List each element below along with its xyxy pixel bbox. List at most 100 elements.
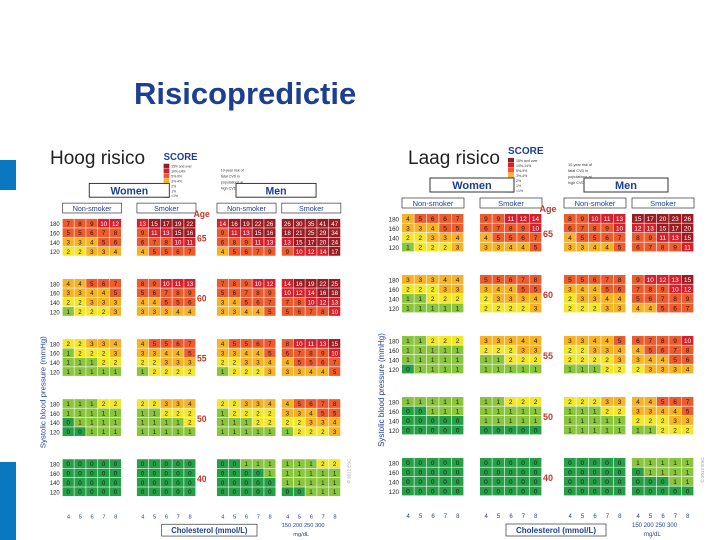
risk-cell: [216, 408, 229, 418]
risk-cell: [240, 399, 252, 408]
risk-value: 1: [593, 418, 597, 425]
risk-value: 4: [221, 341, 225, 348]
risk-value: 5: [593, 235, 597, 242]
risk-value: 1: [418, 348, 422, 355]
risk-value: 1: [593, 367, 597, 374]
risk-cell: [402, 233, 414, 242]
risk-cell: [480, 284, 492, 294]
risk-cell: [681, 458, 694, 467]
risk-cell: [681, 345, 694, 355]
legend-note: high CVD risk: [568, 181, 591, 185]
risk-value: 8: [309, 350, 313, 357]
risk-cell: [669, 303, 681, 313]
risk-cell: [172, 357, 184, 367]
legend-label: <1%: [171, 194, 178, 198]
risk-cell: [148, 237, 160, 247]
risk-cell: [240, 228, 252, 238]
header-women: Women: [110, 185, 148, 197]
risk-cell: [632, 275, 644, 284]
risk-cell: [329, 228, 341, 238]
risk-cell: [62, 367, 74, 376]
risk-value: 41: [319, 221, 326, 228]
risk-value: 7: [661, 296, 665, 303]
risk-value: 4: [648, 399, 652, 406]
risk-value: 8: [78, 221, 82, 228]
risk-cell: [669, 458, 681, 467]
risk-cell: [160, 427, 172, 436]
risk-value: 2: [636, 367, 640, 374]
risk-value: 3: [636, 357, 640, 364]
risk-value: 3: [78, 239, 82, 246]
risk-cell: [426, 486, 439, 496]
risk-value: 3: [164, 360, 168, 367]
risk-value: 3: [593, 296, 597, 303]
mgdl-unit: mg/dL: [293, 532, 310, 538]
risk-cell: [136, 278, 149, 288]
risk-cell: [504, 284, 517, 294]
risk-cell: [293, 367, 305, 376]
risk-cell: [136, 246, 149, 256]
risk-cell: [492, 214, 505, 223]
risk-value: 9: [636, 277, 640, 284]
risk-value: 1: [66, 401, 70, 408]
risk-value: 16: [231, 221, 238, 228]
risk-value: 0: [605, 479, 609, 486]
sbp-tick-label: 180: [50, 462, 60, 468]
legend-label: 2%: [171, 184, 176, 188]
risk-value: 13: [647, 226, 655, 233]
risk-value: 0: [78, 461, 82, 468]
risk-value: 4: [648, 357, 652, 364]
risk-value: 3: [256, 360, 260, 367]
risk-value: 17: [308, 239, 315, 246]
risk-value: 1: [309, 489, 313, 496]
risk-value: 1: [141, 429, 145, 436]
smoker-header: Non-smoker: [227, 204, 266, 213]
risk-cell: [329, 477, 341, 487]
risk-value: 17: [331, 249, 338, 256]
risk-value: 0: [406, 460, 410, 467]
risk-value: 0: [509, 489, 513, 496]
risk-value: 2: [431, 245, 435, 252]
risk-value: 0: [484, 470, 488, 477]
risk-value: 3: [443, 235, 447, 242]
risk-value: 8: [297, 300, 301, 307]
risk-value: 6: [484, 226, 488, 233]
sbp-tick-label: 140: [389, 479, 400, 486]
risk-value: 10: [100, 221, 107, 228]
risk-cell: [74, 468, 86, 478]
risk-value: 2: [256, 420, 260, 427]
risk-cell: [656, 233, 669, 242]
legend-swatch: [508, 158, 514, 163]
risk-value: 0: [418, 409, 422, 416]
risk-value: 10: [591, 216, 599, 223]
risk-cell: [136, 468, 149, 478]
risk-value: 3: [102, 249, 106, 256]
risk-value: 0: [509, 460, 513, 467]
risk-value: 0: [593, 460, 597, 467]
risk-value: 1: [164, 429, 168, 436]
risk-value: 1: [268, 470, 272, 477]
risk-value: 0: [188, 489, 192, 496]
risk-cell: [160, 459, 172, 468]
risk-value: 19: [308, 281, 315, 288]
risk-cell: [529, 458, 542, 467]
risk-cell: [317, 297, 329, 307]
risk-cell: [264, 477, 276, 487]
risk-value: 10: [163, 281, 170, 288]
risk-cell: [305, 459, 317, 468]
risk-cell: [148, 278, 160, 288]
risk-cell: [329, 427, 341, 436]
risk-cell: [492, 303, 505, 313]
risk-cell: [317, 307, 329, 316]
risk-value: 0: [431, 460, 435, 467]
risk-cell: [601, 416, 613, 425]
risk-cell: [240, 307, 252, 316]
risk-cell: [669, 425, 681, 435]
risk-cell: [172, 278, 184, 288]
risk-value: 1: [580, 418, 584, 425]
risk-value: 1: [580, 367, 584, 374]
risk-cell: [480, 477, 492, 486]
risk-value: 3: [164, 401, 168, 408]
risk-cell: [305, 487, 317, 497]
risk-cell: [240, 288, 252, 298]
